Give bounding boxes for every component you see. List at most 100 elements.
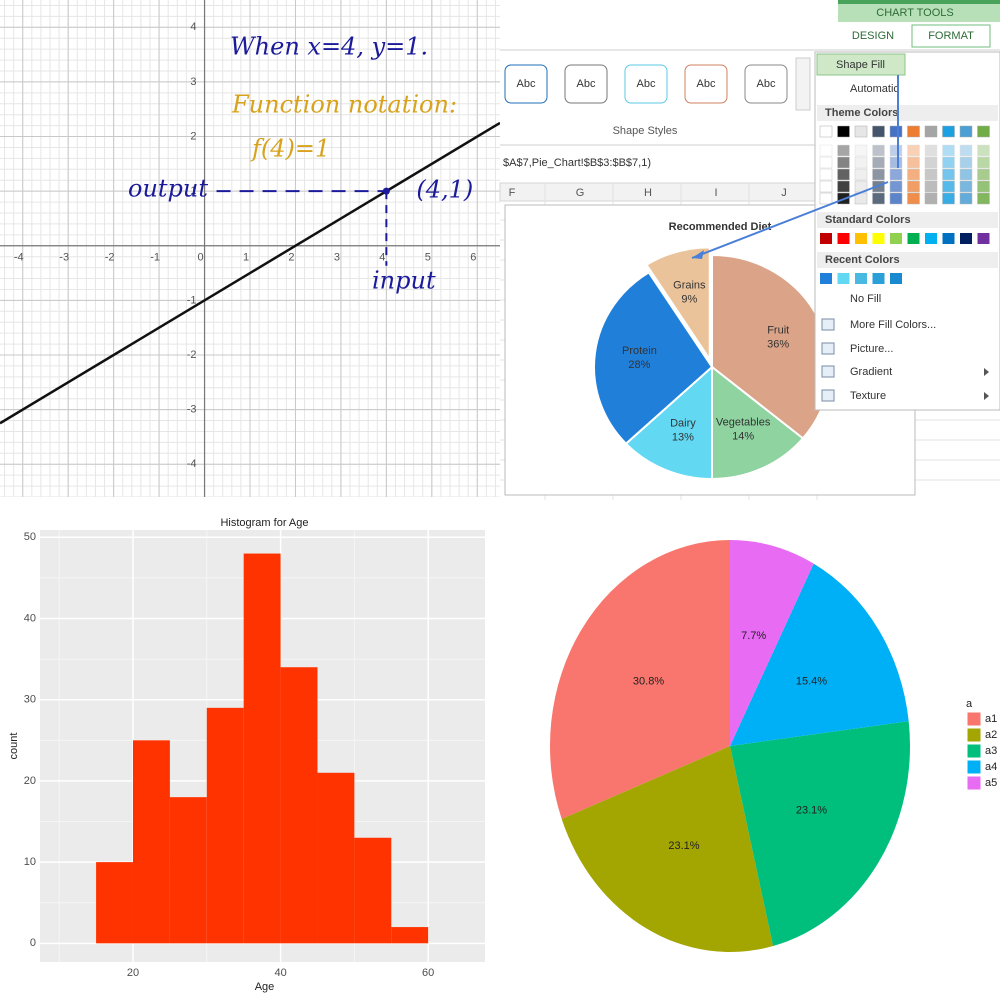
tab[interactable]: DESIGN — [852, 30, 894, 42]
swatch[interactable] — [854, 144, 868, 157]
swatch[interactable] — [942, 192, 955, 205]
swatch[interactable] — [889, 192, 903, 205]
swatch[interactable] — [854, 168, 868, 181]
swatch[interactable] — [819, 156, 833, 169]
swatch[interactable] — [942, 233, 955, 244]
swatch[interactable] — [959, 180, 973, 193]
swatch[interactable] — [889, 168, 903, 181]
legend-swatch — [966, 743, 982, 759]
pie-slice — [730, 563, 909, 746]
swatch[interactable] — [959, 168, 973, 181]
swatch[interactable] — [872, 144, 885, 157]
pie-slice — [593, 271, 714, 446]
swatch[interactable] — [942, 180, 955, 193]
menu-item[interactable]: Gradient — [850, 366, 892, 378]
swatch[interactable] — [977, 156, 990, 169]
swatch[interactable] — [907, 125, 920, 138]
style-box[interactable] — [564, 64, 608, 104]
swatch[interactable] — [890, 273, 902, 284]
menu-item[interactable]: No Fill — [850, 293, 881, 305]
swatch[interactable] — [820, 273, 832, 284]
swatch[interactable] — [837, 273, 850, 284]
swatch[interactable] — [960, 233, 972, 244]
group-label: Shape Styles — [613, 125, 678, 137]
swatch[interactable] — [819, 180, 833, 193]
swatch[interactable] — [889, 144, 903, 157]
slice-value: 7.7% — [741, 630, 766, 642]
swatch[interactable] — [889, 125, 903, 138]
swatch[interactable] — [872, 168, 885, 181]
swatch[interactable] — [837, 144, 850, 157]
x-tick-label: 2 — [288, 252, 294, 264]
menu-item[interactable]: More Fill Colors... — [850, 319, 936, 331]
swatch[interactable] — [854, 156, 868, 169]
swatch[interactable] — [854, 125, 868, 138]
style-label: Abc — [517, 78, 536, 90]
swatch[interactable] — [819, 125, 833, 138]
swatch[interactable] — [907, 192, 920, 205]
tools-header: CHART TOOLS — [876, 7, 953, 19]
menu-item[interactable]: Picture... — [850, 343, 893, 355]
swatch[interactable] — [872, 192, 885, 205]
swatch[interactable] — [820, 233, 832, 244]
menu-item[interactable]: Automatic — [850, 83, 899, 95]
swatch[interactable] — [855, 233, 867, 244]
swatch[interactable] — [837, 168, 850, 181]
menu-item[interactable]: Texture — [850, 390, 886, 402]
swatch[interactable] — [872, 233, 885, 244]
swatch[interactable] — [977, 180, 990, 193]
swatch[interactable] — [837, 180, 850, 193]
swatch[interactable] — [924, 125, 938, 138]
tab[interactable]: FORMAT — [928, 30, 974, 42]
swatch[interactable] — [959, 192, 973, 205]
swatch[interactable] — [837, 233, 850, 244]
swatch[interactable] — [924, 156, 938, 169]
swatch[interactable] — [872, 273, 885, 284]
swatch[interactable] — [907, 180, 920, 193]
shape-fill-button[interactable] — [816, 53, 906, 76]
swatch[interactable] — [837, 156, 850, 169]
swatch[interactable] — [872, 125, 885, 138]
style-box[interactable] — [744, 64, 788, 104]
swatch[interactable] — [907, 233, 920, 244]
swatch[interactable] — [925, 233, 937, 244]
swatch[interactable] — [959, 144, 973, 157]
swatch[interactable] — [924, 144, 938, 157]
x-tick-label: 60 — [422, 967, 434, 979]
legend-title: a — [966, 698, 973, 710]
swatch[interactable] — [959, 125, 973, 138]
swatch[interactable] — [837, 125, 850, 138]
style-box[interactable] — [504, 64, 548, 104]
swatch[interactable] — [872, 156, 885, 169]
x-tick-label: -2 — [105, 252, 115, 264]
style-box[interactable] — [684, 64, 728, 104]
style-label: Abc — [637, 78, 656, 90]
swatch[interactable] — [855, 273, 867, 284]
swatch[interactable] — [977, 233, 990, 244]
swatch[interactable] — [942, 156, 955, 169]
swatch[interactable] — [924, 180, 938, 193]
swatch[interactable] — [889, 156, 903, 169]
swatch[interactable] — [942, 168, 955, 181]
swatch[interactable] — [907, 156, 920, 169]
swatch[interactable] — [907, 168, 920, 181]
y-tick-label: 30 — [24, 694, 36, 706]
swatch[interactable] — [942, 144, 955, 157]
swatch[interactable] — [819, 168, 833, 181]
swatch[interactable] — [977, 168, 990, 181]
swatch[interactable] — [977, 192, 990, 205]
swatch[interactable] — [924, 168, 938, 181]
swatch[interactable] — [819, 144, 833, 157]
swatch[interactable] — [977, 144, 990, 157]
swatch[interactable] — [977, 125, 990, 138]
swatch[interactable] — [907, 144, 920, 157]
swatch[interactable] — [819, 192, 833, 205]
legend-label: a2 — [985, 729, 997, 741]
swatch[interactable] — [924, 192, 938, 205]
swatch[interactable] — [959, 156, 973, 169]
swatch[interactable] — [890, 233, 902, 244]
swatch[interactable] — [942, 125, 955, 138]
scroll — [795, 57, 811, 111]
swatch[interactable] — [889, 180, 903, 193]
style-box[interactable] — [624, 64, 668, 104]
